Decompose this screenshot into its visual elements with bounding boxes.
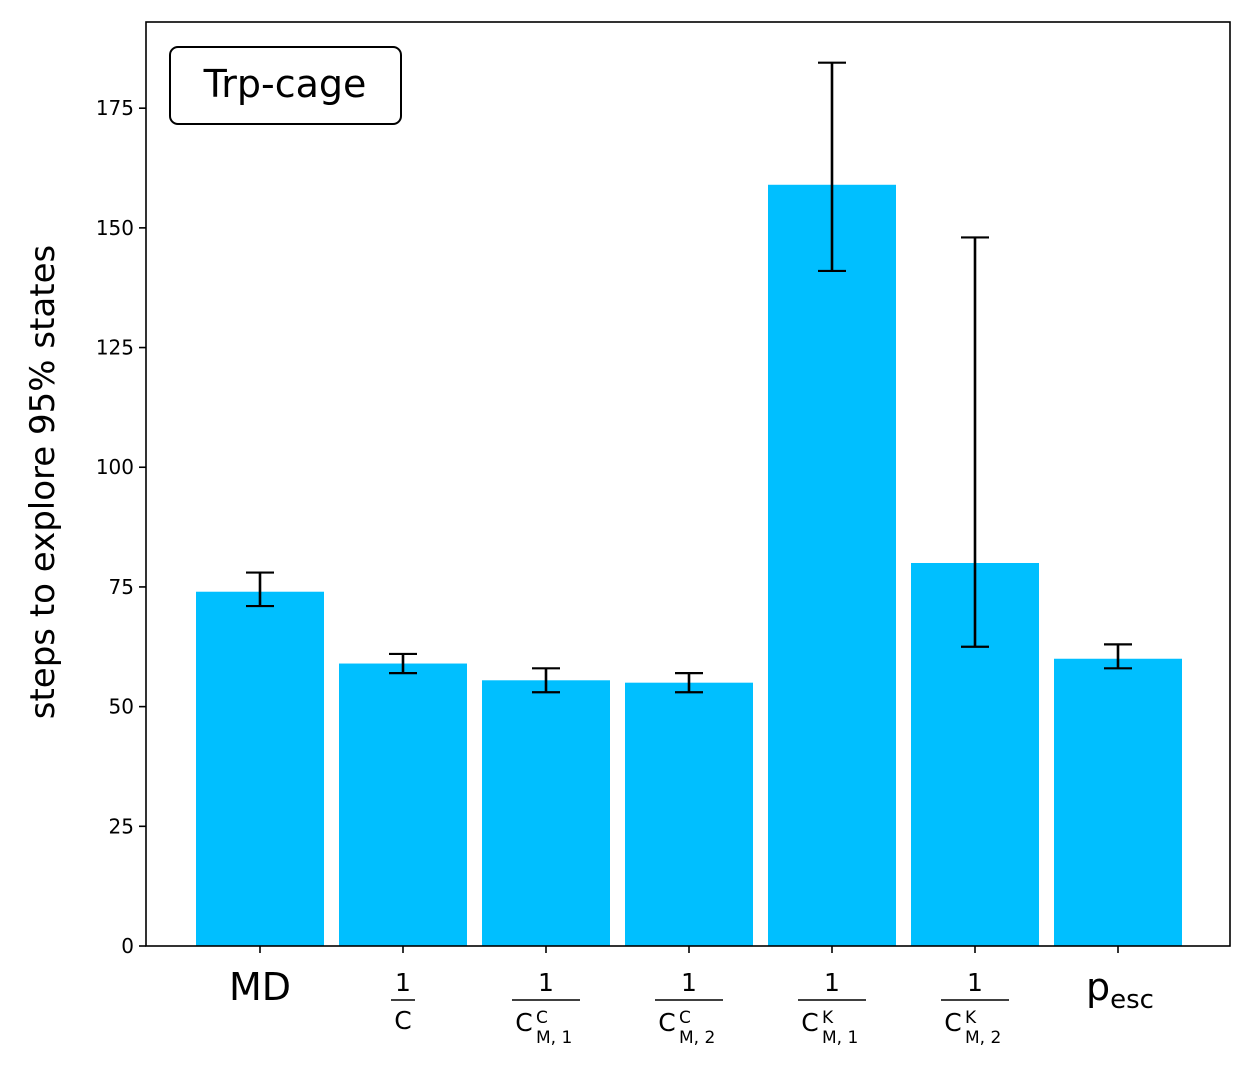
error-bar <box>532 667 560 694</box>
error-bar <box>389 652 417 675</box>
annotation-frame <box>169 46 402 125</box>
fraction-superscript: C <box>679 1008 691 1028</box>
x-tick-label-text: pesc <box>1086 965 1154 1015</box>
fraction-numerator: 1 <box>824 968 840 997</box>
fraction-denominator: C <box>394 1006 411 1035</box>
y-axis: 0 25 50 75 100 125 150 175 <box>96 96 146 958</box>
fraction-numerator: 1 <box>538 968 554 997</box>
y-tick-label: 125 <box>96 336 134 360</box>
annotation-box: Trp-cage <box>169 46 402 125</box>
y-tick-label: 50 <box>109 695 134 719</box>
fraction-subscript: M, 2 <box>965 1028 1001 1048</box>
y-axis-label: steps to explore 95% states <box>23 245 63 719</box>
fraction-superscript: K <box>822 1008 834 1028</box>
fraction-denominator: C <box>658 1008 675 1037</box>
fraction-subscript: M, 1 <box>536 1028 572 1048</box>
fraction-numerator: 1 <box>395 968 411 997</box>
x-tick-label: pesc <box>1086 965 1154 1015</box>
x-tick-label: 1C KM, 2 <box>941 968 1009 1048</box>
y-tick-label: 75 <box>109 575 134 599</box>
fraction-numerator: 1 <box>681 968 697 997</box>
fraction-subscript: M, 2 <box>679 1028 715 1048</box>
fraction-denominator: C <box>944 1008 961 1037</box>
bars-group <box>196 184 1182 946</box>
x-tick-label: 1C CM, 1 <box>512 968 580 1048</box>
bar <box>196 591 324 946</box>
x-tick-label: 1C KM, 1 <box>798 968 866 1048</box>
error-bar <box>675 672 703 694</box>
fraction-denominator: C <box>515 1008 532 1037</box>
y-tick-label: 150 <box>96 216 134 240</box>
y-tick-label: 25 <box>109 814 134 838</box>
annotation-label: Trp-cage <box>203 62 367 106</box>
error-bar <box>246 571 274 608</box>
y-tick-label: 100 <box>96 455 134 479</box>
x-tick-label: 1C <box>391 968 415 1035</box>
bar <box>1054 658 1182 946</box>
error-bar <box>961 236 989 648</box>
y-tick-label: 175 <box>96 96 134 120</box>
error-bar <box>1104 643 1132 670</box>
y-tick-label: 0 <box>121 934 134 958</box>
bar <box>768 184 896 946</box>
fraction-numerator: 1 <box>967 968 983 997</box>
fraction-subscript: M, 1 <box>822 1028 858 1048</box>
x-tick-label-text: MD <box>229 965 291 1009</box>
bar <box>625 682 753 946</box>
error-bar <box>818 61 846 273</box>
fraction-denominator: C <box>801 1008 818 1037</box>
x-tick-label: MD <box>229 965 291 1009</box>
fraction-superscript: C <box>536 1008 548 1028</box>
fraction-superscript: K <box>965 1008 977 1028</box>
bar <box>482 680 610 946</box>
bar <box>339 663 467 946</box>
x-tick-label: 1C CM, 2 <box>655 968 723 1048</box>
errorbars-group <box>246 61 1132 694</box>
plot-frame <box>145 21 1231 947</box>
